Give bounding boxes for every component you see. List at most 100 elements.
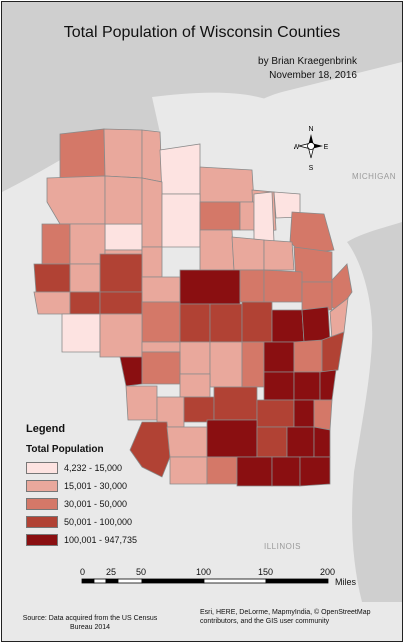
- county: [263, 371, 295, 401]
- county: [33, 291, 71, 315]
- county: [141, 301, 181, 343]
- county: [319, 369, 337, 401]
- county: [236, 456, 273, 487]
- scale-tick-label: 150: [258, 567, 274, 577]
- county: [321, 331, 345, 373]
- legend-subtitle: Total Population: [26, 444, 104, 455]
- legend-item: 15,001 - 30,000: [26, 480, 127, 492]
- compass-n: N: [308, 126, 313, 133]
- scale-tick-label: 50: [136, 567, 147, 577]
- legend-swatch: [26, 480, 58, 492]
- county: [241, 341, 265, 388]
- county: [299, 456, 331, 487]
- county: [293, 399, 315, 428]
- legend-label: 15,001 - 30,000: [64, 481, 128, 491]
- county: [141, 246, 163, 278]
- scale-bar: [81, 578, 329, 584]
- county: [206, 456, 238, 485]
- county: [199, 229, 235, 271]
- county: [159, 143, 201, 195]
- scale-tick-label: 100: [196, 567, 212, 577]
- county: [141, 177, 163, 248]
- county: [99, 313, 143, 358]
- county: [263, 341, 295, 373]
- county: [256, 426, 288, 458]
- county: [141, 351, 181, 385]
- date-label: November 18, 2016: [269, 70, 357, 81]
- county: [183, 396, 215, 423]
- county: [263, 239, 295, 271]
- county: [103, 128, 143, 179]
- lake-michigan: [347, 222, 402, 602]
- county: [239, 269, 265, 303]
- county: [41, 223, 71, 265]
- county: [61, 313, 101, 353]
- county: [161, 193, 201, 248]
- county: [199, 201, 241, 231]
- map-title: Total Population of Wisconsin Counties: [63, 24, 341, 41]
- county: [104, 175, 143, 225]
- legend-item: 50,001 - 100,000: [26, 516, 132, 528]
- county: [119, 356, 143, 387]
- county: [239, 201, 255, 231]
- county: [209, 341, 243, 388]
- legend-item: 4,232 - 15,000: [26, 462, 122, 474]
- legend-swatch: [26, 516, 58, 528]
- legend-label: 4,232 - 15,000: [64, 463, 123, 473]
- scale-tick-label: 0: [80, 567, 86, 577]
- county: [179, 373, 211, 398]
- source-note: Source: Data acquired from the US Census…: [22, 615, 158, 631]
- county: [141, 276, 181, 303]
- county: [313, 399, 333, 431]
- scale-unit: Miles: [335, 577, 357, 587]
- legend-label: 50,001 - 100,000: [64, 517, 133, 527]
- county: [46, 175, 106, 225]
- county: [213, 386, 258, 421]
- county: [301, 281, 333, 311]
- legend-item: 100,001 - 947,735: [26, 534, 137, 546]
- compass-s: S: [309, 165, 314, 172]
- county: [104, 223, 143, 251]
- legend-title: Legend: [26, 423, 66, 435]
- legend-label: 30,001 - 50,000: [64, 499, 128, 509]
- county: [129, 421, 171, 478]
- county: [69, 291, 101, 315]
- county: [69, 263, 101, 293]
- county: [59, 128, 106, 179]
- compass-w: W: [294, 144, 300, 151]
- legend-swatch: [26, 462, 58, 474]
- county: [166, 426, 208, 458]
- county: [293, 339, 323, 373]
- county: [99, 291, 143, 315]
- county: [33, 263, 71, 293]
- county: [253, 191, 275, 243]
- legend-item: 30,001 - 50,000: [26, 498, 127, 510]
- county: [286, 426, 315, 458]
- county: [313, 426, 331, 458]
- county: [271, 309, 305, 343]
- county: [231, 236, 265, 271]
- county: [256, 399, 295, 428]
- county: [241, 301, 273, 343]
- legend-label: 100,001 - 947,735: [64, 535, 138, 545]
- basemap-attribution: Esri, HERE, DeLorme, MapmyIndia, © OpenS…: [200, 609, 371, 625]
- county: [125, 385, 158, 421]
- legend-swatch: [26, 498, 58, 510]
- county: [99, 253, 143, 293]
- county: [301, 306, 331, 343]
- county: [141, 341, 181, 353]
- county: [263, 269, 303, 303]
- county: [209, 303, 243, 343]
- compass-e: E: [324, 144, 328, 151]
- legend-swatch: [26, 534, 58, 546]
- map-credit: by Brian Kraegenbrink November 18, 2016: [258, 55, 357, 83]
- upper-peninsula: [152, 92, 402, 212]
- county: [169, 456, 208, 485]
- county: [293, 371, 321, 401]
- basemap-label-michigan: MICHIGAN: [352, 172, 396, 181]
- county: [179, 341, 211, 375]
- county: [206, 419, 258, 458]
- wisconsin-counties: [33, 128, 353, 487]
- basemap-label-illinois: ILLINOIS: [264, 542, 301, 551]
